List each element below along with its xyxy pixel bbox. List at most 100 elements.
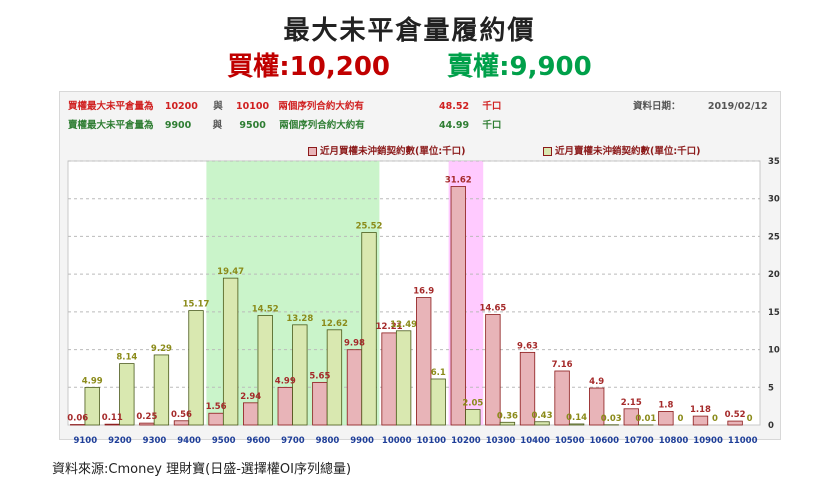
call-value-label: 5.65 bbox=[309, 371, 330, 381]
put-bar bbox=[292, 324, 308, 426]
plot-area bbox=[67, 160, 761, 426]
info-put-value-wrap: 44.99 千口 bbox=[439, 117, 501, 131]
call-bar bbox=[381, 332, 397, 426]
put-bar bbox=[326, 329, 343, 426]
x-tick-label: 9100 bbox=[73, 436, 97, 446]
call-value-label: 14.65 bbox=[479, 303, 506, 313]
legend-put-label: 近月賣權未沖銷契約數(單位:千口) bbox=[555, 146, 701, 157]
y-tick-label: 30 bbox=[768, 195, 780, 205]
info-call-strike2: 10100 bbox=[236, 101, 270, 112]
call-value-label: 2.15 bbox=[621, 398, 642, 408]
info-call-value-wrap: 48.52 千口 bbox=[439, 98, 501, 112]
call-bar bbox=[727, 420, 743, 426]
put-bar bbox=[568, 423, 585, 426]
put-bar bbox=[84, 386, 100, 426]
call-value-label: 31.62 bbox=[445, 175, 472, 185]
x-tick-label: 9800 bbox=[316, 436, 340, 446]
call-value-label: 0.56 bbox=[171, 410, 192, 420]
call-bar bbox=[692, 415, 709, 426]
call-value-label: 16.9 bbox=[413, 287, 434, 297]
y-tick-label: 25 bbox=[768, 232, 780, 242]
put-value-label: 14.52 bbox=[252, 304, 279, 314]
info-put-strike1: 9900 bbox=[164, 120, 192, 131]
call-bar bbox=[450, 186, 466, 426]
info-put-label: 賣權最大未平倉量為 bbox=[68, 120, 154, 131]
legend-put-swatch bbox=[543, 147, 552, 156]
put-value-label: 8.14 bbox=[116, 353, 137, 363]
legend-call-swatch bbox=[308, 147, 317, 156]
y-tick-label: 15 bbox=[768, 308, 780, 318]
y-tick-label: 5 bbox=[768, 383, 774, 393]
put-bar bbox=[119, 363, 135, 426]
call-bar bbox=[416, 297, 432, 426]
date-value: 2019/02/12 bbox=[707, 101, 768, 112]
data-source: 資料來源:Cmoney 理財寶(日盛-選擇權OI序列總量) bbox=[52, 462, 352, 477]
put-bar bbox=[499, 421, 516, 426]
call-max-strike: 買權:10,200 bbox=[227, 52, 391, 82]
x-tick-label: 9700 bbox=[281, 436, 305, 446]
x-tick-label: 9500 bbox=[212, 436, 236, 446]
x-tick-label: 9900 bbox=[350, 436, 374, 446]
put-value-label: 9.29 bbox=[151, 344, 172, 354]
info-row-put: 賣權最大未平倉量為 9900 與 9500 兩個序列合約大約有 bbox=[68, 117, 365, 131]
put-bar bbox=[361, 232, 377, 426]
info-put-value: 44.99 bbox=[439, 120, 470, 131]
call-bar bbox=[485, 314, 501, 426]
put-value-label: 0 bbox=[677, 414, 683, 424]
put-bar bbox=[153, 354, 170, 426]
info-put-strike2: 9500 bbox=[239, 120, 266, 131]
put-bar bbox=[395, 330, 412, 426]
info-call-value: 48.52 bbox=[439, 101, 470, 112]
y-tick-label: 0 bbox=[768, 421, 774, 431]
put-value-label: 4.99 bbox=[82, 376, 103, 386]
put-value-label: 12.49 bbox=[390, 320, 417, 330]
put-value-label: 0.43 bbox=[532, 411, 553, 421]
put-value-label: 0.36 bbox=[497, 411, 518, 421]
call-bar bbox=[208, 412, 224, 426]
put-value-label: 0.14 bbox=[566, 413, 587, 423]
date-label: 資料日期： bbox=[633, 101, 681, 112]
x-tick-label: 10500 bbox=[555, 436, 585, 446]
call-value-label: 4.9 bbox=[589, 377, 604, 387]
x-tick-label: 9200 bbox=[108, 436, 132, 446]
call-value-label: 0.06 bbox=[67, 414, 88, 424]
put-bar bbox=[534, 421, 550, 426]
call-bar bbox=[623, 408, 639, 426]
call-bar bbox=[139, 422, 155, 426]
page-title: 最大未平倉量履約價 bbox=[283, 16, 536, 46]
put-value-label: 0 bbox=[747, 414, 753, 424]
put-bar bbox=[430, 378, 446, 426]
info-call-label: 買權最大未平倉量為 bbox=[68, 101, 154, 112]
call-value-label: 1.8 bbox=[658, 400, 673, 410]
x-tick-label: 9300 bbox=[143, 436, 167, 446]
put-value-label: 25.52 bbox=[356, 222, 383, 232]
subtitle: 買權:10,200 賣權:9,900 bbox=[0, 46, 819, 83]
call-value-label: 2.94 bbox=[240, 392, 261, 402]
call-bar bbox=[519, 351, 536, 426]
call-value-label: 7.16 bbox=[552, 360, 573, 370]
x-tick-label: 10700 bbox=[624, 436, 654, 446]
put-value-label: 13.28 bbox=[286, 314, 313, 324]
call-value-label: 0.11 bbox=[102, 413, 123, 423]
info-call-desc: 兩個序列合約大約有 bbox=[278, 101, 364, 112]
info-put-desc: 兩個序列合約大約有 bbox=[279, 120, 365, 131]
call-value-label: 4.99 bbox=[275, 376, 296, 386]
put-value-label: 12.62 bbox=[321, 319, 348, 329]
call-value-label: 0.25 bbox=[136, 412, 157, 422]
info-call-sep: 與 bbox=[213, 101, 223, 112]
y-tick-label: 20 bbox=[768, 270, 780, 280]
x-tick-label: 10300 bbox=[486, 436, 516, 446]
x-tick-label: 11000 bbox=[728, 436, 758, 446]
call-value-label: 1.18 bbox=[690, 405, 711, 415]
y-tick-label: 35 bbox=[768, 157, 780, 167]
x-tick-label: 10000 bbox=[382, 436, 412, 446]
x-tick-label: 9600 bbox=[246, 436, 270, 446]
put-value-label: 6.1 bbox=[431, 368, 446, 378]
put-value-label: 2.05 bbox=[462, 399, 483, 409]
call-bar bbox=[346, 349, 363, 426]
x-tick-label: 10800 bbox=[659, 436, 689, 446]
info-call-strike1: 10200 bbox=[164, 101, 198, 112]
y-tick-label: 10 bbox=[768, 346, 780, 356]
put-value-label: 19.47 bbox=[217, 267, 244, 277]
